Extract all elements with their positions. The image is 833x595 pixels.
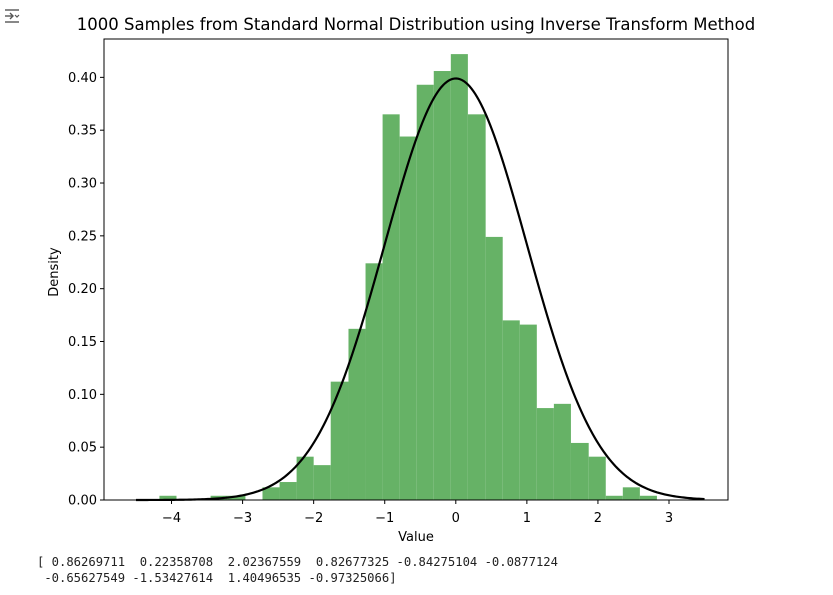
y-tick-label: 0.35 bbox=[68, 124, 97, 139]
y-tick-label: 0.40 bbox=[68, 71, 97, 86]
histogram-bar bbox=[262, 487, 280, 500]
plot-frame bbox=[103, 38, 729, 501]
histogram-bar bbox=[348, 328, 366, 500]
histogram-bar bbox=[365, 263, 383, 500]
chart-title: 1000 Samples from Standard Normal Distri… bbox=[77, 15, 755, 34]
console-line: -0.65627549 -1.53427614 1.40496535 -0.97… bbox=[37, 571, 397, 585]
histogram-bar bbox=[330, 381, 349, 500]
x-tick-label: −1 bbox=[375, 511, 394, 526]
histogram-bar bbox=[382, 114, 400, 501]
histogram-bar bbox=[485, 236, 503, 500]
x-tick-label: −3 bbox=[233, 511, 252, 526]
x-tick-label: 0 bbox=[452, 511, 460, 526]
histogram-bar bbox=[605, 495, 623, 500]
histogram-bar bbox=[399, 136, 417, 500]
histogram-bar bbox=[279, 482, 297, 500]
histogram-bar bbox=[227, 495, 246, 500]
y-tick-label: 0.05 bbox=[68, 441, 97, 456]
histogram-bar bbox=[313, 465, 331, 500]
normal-pdf-curve bbox=[135, 77, 705, 502]
x-tick-label: −4 bbox=[162, 511, 181, 526]
x-tick-label: −2 bbox=[304, 511, 323, 526]
histogram-bar bbox=[622, 487, 640, 500]
y-tick-label: 0.15 bbox=[68, 335, 97, 350]
histogram-bar bbox=[553, 403, 571, 500]
histogram-bar bbox=[296, 456, 314, 500]
histogram-bar bbox=[519, 324, 537, 500]
y-tick-label: 0.25 bbox=[68, 229, 97, 244]
histogram-bar bbox=[570, 442, 589, 500]
histogram-bar bbox=[450, 54, 468, 500]
histogram-chart: 1000 Samples from Standard Normal Distri… bbox=[47, 15, 755, 545]
y-axis-label: Density bbox=[47, 247, 62, 297]
histogram-bar bbox=[536, 408, 554, 500]
x-tick-label: 3 bbox=[665, 511, 673, 526]
histogram-bar bbox=[639, 495, 657, 500]
histogram-bar bbox=[467, 114, 486, 501]
output-redirect-icon[interactable] bbox=[2, 6, 22, 26]
histogram-bar bbox=[416, 84, 434, 501]
y-axis: 0.00 0.05 0.10 0.15 0.20 0.25 0.30 0.35 0.40 bbox=[68, 71, 104, 509]
histogram-bars bbox=[159, 54, 657, 501]
console-output: [ 0.86269711 0.22358708 2.02367559 0.826… bbox=[37, 554, 558, 586]
y-tick-label: 0.10 bbox=[68, 388, 97, 403]
y-tick-label: 0.00 bbox=[68, 494, 97, 509]
histogram-bar bbox=[159, 495, 177, 500]
histogram-bar bbox=[433, 71, 451, 501]
x-axis-label: Value bbox=[398, 530, 434, 545]
console-line: [ 0.86269711 0.22358708 2.02367559 0.826… bbox=[37, 555, 558, 569]
histogram-bar bbox=[502, 320, 520, 500]
histogram-bar bbox=[588, 456, 606, 500]
x-axis: −4 −3 −2 −1 0 1 2 3 bbox=[162, 500, 673, 526]
y-tick-label: 0.20 bbox=[68, 282, 97, 297]
x-tick-label: 1 bbox=[523, 511, 531, 526]
y-tick-label: 0.30 bbox=[68, 177, 97, 192]
x-tick-label: 2 bbox=[594, 511, 602, 526]
